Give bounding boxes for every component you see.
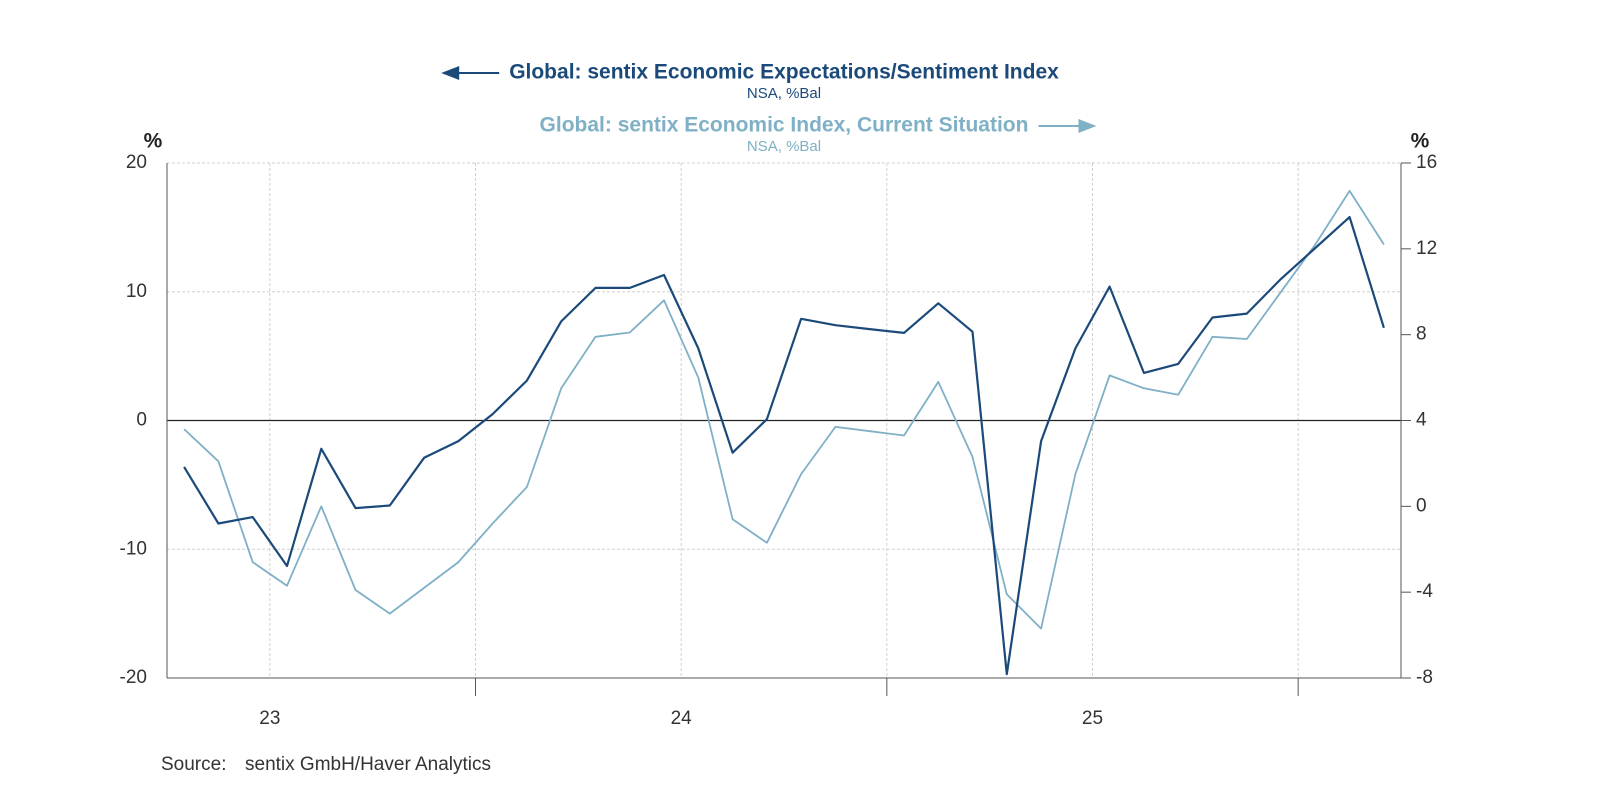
y2-tick-label: 12 [1416, 238, 1437, 259]
y-tick-label: 0 [136, 410, 147, 431]
y2-tick-label: 16 [1416, 152, 1437, 173]
x-tick-label: 25 [1082, 708, 1103, 729]
legend-arrowhead [441, 66, 460, 80]
y2-tick-label: 8 [1416, 324, 1427, 345]
legend-label: Global: sentix Economic Index, Current S… [540, 114, 1029, 137]
legend-unit: NSA, %Bal [747, 85, 821, 102]
y2-tick-label: -4 [1416, 581, 1433, 602]
x-tick-label: 23 [259, 708, 280, 729]
source-label: Source: [161, 754, 226, 775]
y-tick-label: 20 [126, 152, 147, 173]
legend-unit: NSA, %Bal [747, 138, 821, 155]
legend-label: Global: sentix Economic Expectations/Sen… [509, 61, 1059, 84]
y2-tick-label: 0 [1416, 495, 1427, 516]
y2-tick-label: -8 [1416, 667, 1433, 688]
legend-arrowhead [1078, 119, 1097, 133]
y2-axis-label: % [1411, 130, 1430, 153]
x-tick-label: 24 [671, 708, 693, 729]
y-tick-label: -10 [120, 538, 147, 559]
y2-tick-label: 4 [1416, 410, 1427, 431]
source-text: sentix GmbH/Haver Analytics [245, 754, 491, 775]
y-axis-label: % [144, 130, 163, 153]
y-tick-label: -20 [120, 667, 147, 688]
series-line [183, 216, 1385, 676]
y-tick-label: 10 [126, 281, 147, 302]
series-line [183, 190, 1385, 630]
